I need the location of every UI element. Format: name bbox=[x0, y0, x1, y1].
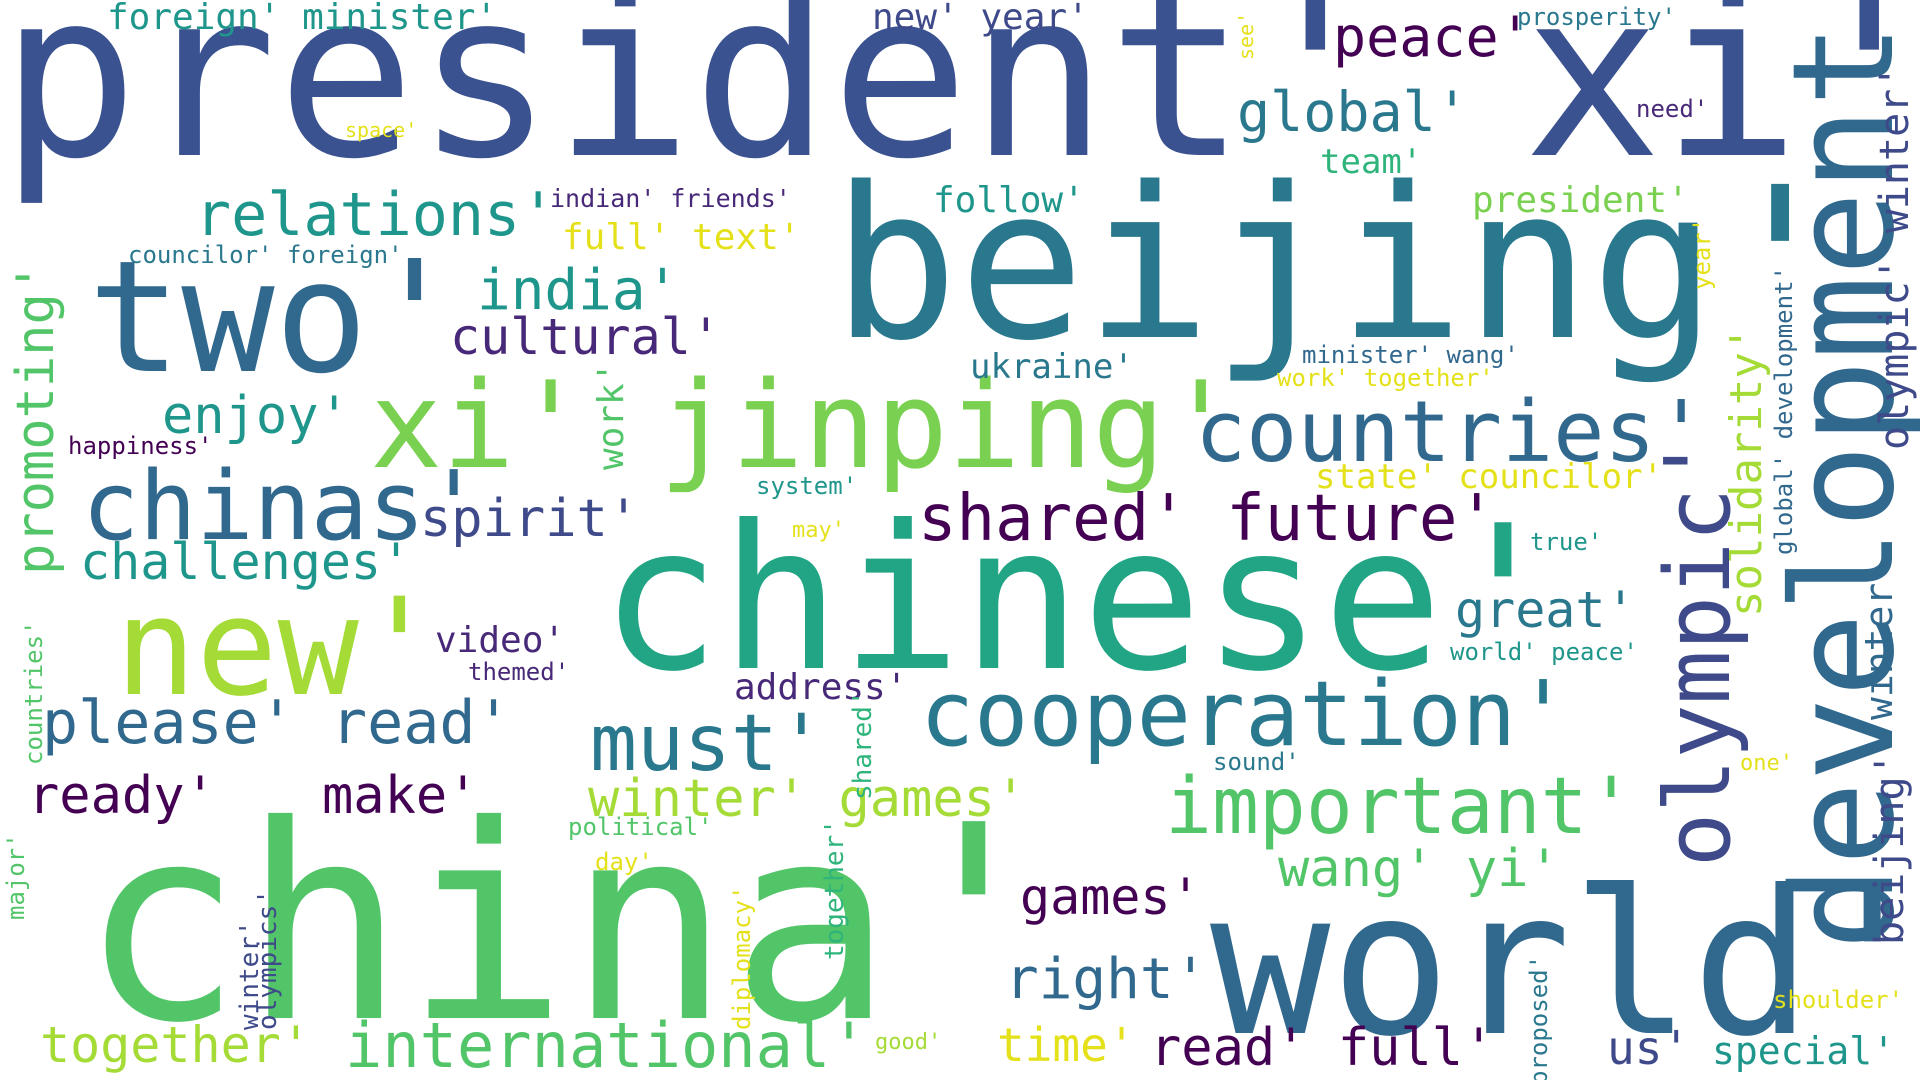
word-happiness: happiness' bbox=[68, 432, 213, 460]
word-ready: ready' bbox=[28, 766, 216, 826]
word-new-year: new' year' bbox=[872, 0, 1089, 38]
word-beijing-vertical: beijing' bbox=[1867, 752, 1913, 945]
word-global: global' bbox=[1237, 80, 1469, 144]
word-indian-friends: indian' friends' bbox=[550, 184, 791, 213]
word-year: year' bbox=[1688, 217, 1716, 290]
word-winter-right: winter' bbox=[1857, 559, 1901, 720]
word-system: system' bbox=[756, 472, 858, 500]
word-foreign-minister: foreign' minister' bbox=[107, 0, 498, 38]
word-cultural: cultural' bbox=[450, 308, 721, 366]
word-chinese: chinese' bbox=[600, 483, 1564, 716]
word-true: true' bbox=[1530, 528, 1603, 556]
word-peace: peace' bbox=[1333, 5, 1532, 69]
word-please-read: please' read' bbox=[42, 688, 512, 758]
word-full-text: full' text' bbox=[562, 217, 801, 258]
word-xi-jinping: xi' jinping' bbox=[370, 357, 1237, 496]
word-two: two' bbox=[88, 227, 462, 408]
word-relations: relations' bbox=[195, 180, 557, 250]
word-beijing: beijing' bbox=[832, 142, 1844, 387]
word-special: special' bbox=[1712, 1029, 1896, 1073]
word-proposed: proposed' bbox=[1525, 954, 1553, 1080]
word-shoulder: shoulder' bbox=[1773, 986, 1904, 1014]
word-prosperity: prosperity' bbox=[1517, 3, 1676, 31]
word-good: good' bbox=[875, 1030, 942, 1055]
word-day: day' bbox=[595, 848, 653, 876]
word-great: great' bbox=[1455, 581, 1636, 639]
word-one: one' bbox=[1740, 751, 1793, 776]
word-diplomacy: diplomacy' bbox=[728, 885, 756, 1031]
word-themed: themed' bbox=[468, 658, 570, 686]
word-winter-games: winter' games' bbox=[588, 769, 1027, 829]
word-make: make' bbox=[322, 766, 479, 826]
word-world: world' bbox=[1210, 848, 1920, 1080]
word-international: international' bbox=[345, 1009, 868, 1080]
word-space: space' bbox=[345, 118, 418, 142]
word-president: president' bbox=[1472, 180, 1689, 221]
word-india: india' bbox=[477, 258, 680, 323]
word-must: must' bbox=[590, 699, 825, 789]
word-ukraine: ukraine' bbox=[970, 347, 1134, 387]
word-time: time' bbox=[997, 1018, 1136, 1072]
word-wang-yi: wang' yi' bbox=[1278, 839, 1560, 899]
word-together-shared: together' bbox=[820, 819, 850, 960]
word-together-bottom: together' bbox=[40, 1016, 311, 1074]
word-sound: sound' bbox=[1213, 748, 1300, 776]
word-state-councilor: state' councilor' bbox=[1315, 457, 1663, 497]
word-shared-hidden: shared' bbox=[848, 690, 878, 800]
word-olympic-winter: olympic' winter' bbox=[1872, 64, 1918, 450]
word-need: need' bbox=[1636, 95, 1709, 123]
word-global-development: global' development' bbox=[1770, 266, 1798, 555]
word-olympics-hidden: olympics' bbox=[253, 889, 283, 1030]
word-video: video' bbox=[435, 620, 566, 661]
word-cooperation: cooperation' bbox=[920, 662, 1571, 767]
word-countries: countries' bbox=[1195, 383, 1707, 482]
word-read-full: read' full' bbox=[1150, 1018, 1495, 1078]
word-shared-future: shared' future' bbox=[918, 482, 1496, 556]
word-world-peace: world' peace' bbox=[1450, 638, 1638, 666]
word-china: china' bbox=[80, 767, 1056, 1080]
word-chinas: chinas' bbox=[82, 452, 483, 562]
word-countries-hidden: countries' bbox=[20, 620, 48, 766]
word-promoting: promoting' bbox=[6, 261, 66, 575]
word-work-vertical: work' bbox=[591, 361, 632, 470]
word-olympic-vertical: olympic' bbox=[1646, 433, 1751, 867]
word-minister-wang: minister' wang' bbox=[1302, 341, 1519, 369]
word-games: games' bbox=[1020, 868, 1201, 926]
word-us: us' bbox=[1607, 1021, 1691, 1075]
word-enjoy: enjoy' bbox=[162, 386, 350, 446]
word-may: may' bbox=[792, 518, 845, 543]
word-right: right' bbox=[1005, 947, 1208, 1012]
word-work-together: work' together' bbox=[1277, 364, 1494, 392]
word-team: team' bbox=[1320, 142, 1423, 182]
word-see: see' bbox=[1234, 11, 1258, 60]
word-important: important' bbox=[1165, 762, 1635, 852]
word-councilor-foreign: councilor' foreign' bbox=[128, 241, 403, 269]
word-challenges: challenges' bbox=[80, 533, 412, 591]
word-political: political' bbox=[568, 813, 713, 841]
word-spirit: spirit' bbox=[420, 489, 640, 549]
word-follow: follow' bbox=[933, 180, 1085, 221]
word-president-xi: president' xi' bbox=[0, 0, 1920, 210]
word-major-countries: major' bbox=[2, 833, 30, 920]
word-new: new' bbox=[115, 569, 441, 726]
word-address: address' bbox=[734, 667, 908, 708]
